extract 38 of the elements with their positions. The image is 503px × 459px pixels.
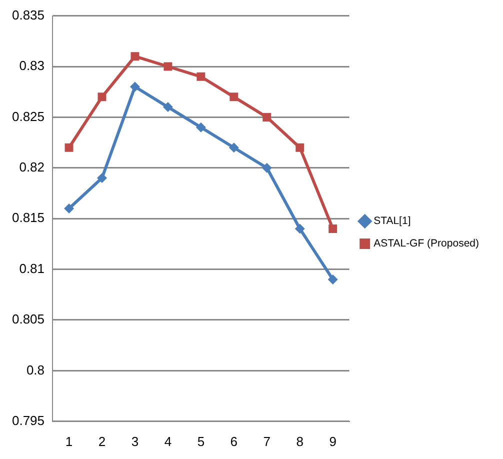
point <box>162 102 173 112</box>
point <box>296 143 304 152</box>
legend-label: ASTAL-GF (Proposed) <box>374 238 479 250</box>
y-tick-label: 0.835 <box>12 7 45 22</box>
y-tick-label: 0.8 <box>26 362 45 378</box>
point <box>64 143 74 152</box>
point <box>230 92 238 102</box>
point <box>328 224 338 233</box>
point <box>130 52 140 61</box>
y-tick-label: 0.83 <box>19 58 45 74</box>
point <box>98 92 106 102</box>
point <box>262 112 272 122</box>
x-tick-label: 4 <box>164 434 172 449</box>
y-tick-label: 0.825 <box>12 108 45 124</box>
y-tick-label: 0.815 <box>12 210 45 226</box>
point <box>328 274 338 284</box>
point <box>64 203 74 214</box>
point <box>130 82 140 92</box>
x-tick-label: 8 <box>296 434 304 449</box>
point <box>196 122 206 132</box>
point <box>164 62 172 71</box>
x-tick-label: 7 <box>263 434 271 449</box>
y-tick-label: 0.82 <box>19 159 45 174</box>
x-tick-label: 3 <box>131 434 139 449</box>
point <box>294 224 305 234</box>
legend-label: STAL[1] <box>374 215 411 228</box>
point <box>228 142 239 153</box>
y-tick-label: 0.805 <box>12 312 45 327</box>
point <box>97 173 107 184</box>
x-tick-label: 2 <box>98 434 106 449</box>
x-tick-label: 5 <box>197 434 205 449</box>
point <box>196 72 206 81</box>
x-tick-label: 6 <box>230 434 238 449</box>
x-tick-label: 1 <box>65 434 73 449</box>
y-tick-label: 0.81 <box>19 260 45 276</box>
x-tick-label: 9 <box>329 434 336 449</box>
y-tick-label: 0.795 <box>12 412 45 428</box>
point <box>262 162 272 173</box>
